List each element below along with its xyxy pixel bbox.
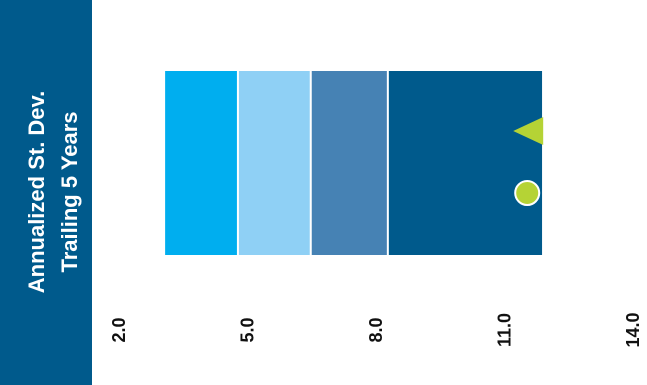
chart-title: Annualized St. Dev. [24,91,49,294]
x-tick-label: 2.0 [109,317,129,342]
circle-marker [514,180,541,206]
x-tick-label: 11.0 [495,313,515,347]
x-tick-label: 14.0 [623,312,643,347]
x-axis-ticks: 2.0 5.0 8.0 11.0 14.0 [109,312,643,347]
chart-subtitle: Trailing 5 Years [57,111,82,272]
range-bar-1 [165,71,238,255]
triangle-marker [513,117,544,145]
range-bar-4 [387,71,543,255]
range-bars [165,71,543,255]
range-bar-2 [237,71,311,255]
range-bar-3 [310,71,388,255]
title-panel [0,0,92,385]
markers [513,117,544,206]
x-tick-label: 5.0 [238,317,258,342]
x-tick-label: 8.0 [366,317,386,342]
